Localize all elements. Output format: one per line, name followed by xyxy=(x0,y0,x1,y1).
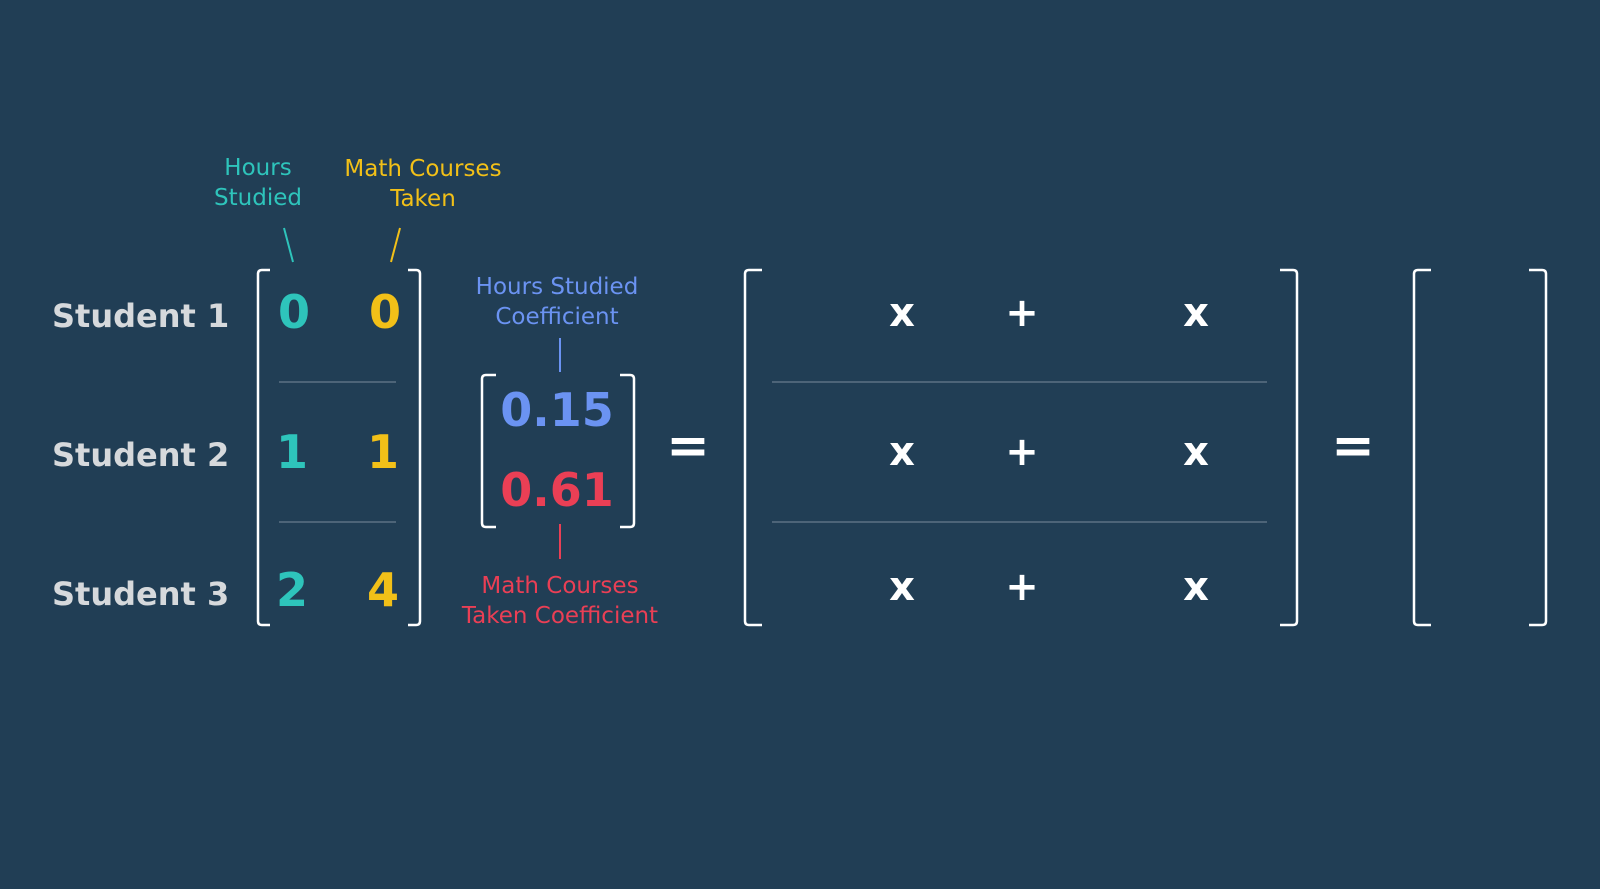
student-label: Student 2 xyxy=(52,436,230,474)
equals-sign: = xyxy=(1331,416,1375,476)
multiply-sign: x xyxy=(1183,290,1209,336)
math-header-line2: Taken xyxy=(390,186,456,212)
hours-studied-header: Hours Studied xyxy=(214,153,302,213)
expansion-right-bracket xyxy=(1280,268,1299,627)
plus-sign: + xyxy=(1005,429,1039,475)
result-left-bracket xyxy=(1412,268,1431,627)
plus-sign: + xyxy=(1005,564,1039,610)
multiply-sign: x xyxy=(889,564,915,610)
hours-value: 1 xyxy=(275,425,309,479)
hours-value: 2 xyxy=(275,563,309,617)
hours-coef-label-line2: Coefficient xyxy=(495,304,619,330)
math-coef-label-line2: Taken Coefficient xyxy=(461,603,659,629)
math-header-line1: Math Courses xyxy=(344,156,502,182)
hours-value: 0 xyxy=(277,285,311,339)
hours-pointer-line xyxy=(283,227,294,263)
result-right-bracket xyxy=(1529,268,1548,627)
equals-sign: = xyxy=(666,416,710,476)
hours-coef-label-line1: Hours Studied xyxy=(475,274,639,300)
math-pointer-line xyxy=(390,227,401,263)
hours-coefficient-value: 0.15 xyxy=(500,383,614,437)
math-courses-header: Math Courses Taken xyxy=(344,154,501,214)
expansion-left-bracket xyxy=(743,268,762,627)
multiply-sign: x xyxy=(1183,564,1209,610)
coef-vector-right-bracket xyxy=(620,373,636,529)
data-matrix-left-bracket xyxy=(256,268,270,627)
math-value: 1 xyxy=(366,425,400,479)
math-coefficient-value: 0.61 xyxy=(500,463,614,517)
data-matrix-right-bracket xyxy=(408,268,422,627)
plus-sign: + xyxy=(1005,290,1039,336)
math-coef-label-line1: Math Courses xyxy=(481,573,639,599)
coef-vector-left-bracket xyxy=(480,373,496,529)
student-label: Student 1 xyxy=(52,297,230,335)
multiply-sign: x xyxy=(1183,429,1209,475)
math-coefficient-label: Math Courses Taken Coefficient xyxy=(462,571,658,631)
hours-header-line2: Studied xyxy=(214,185,302,211)
multiply-sign: x xyxy=(889,429,915,475)
math-value: 0 xyxy=(368,285,402,339)
hours-coefficient-label: Hours Studied Coefficient xyxy=(476,272,639,332)
hours-header-line1: Hours xyxy=(224,155,292,181)
math-value: 4 xyxy=(366,563,400,617)
multiply-sign: x xyxy=(889,290,915,336)
student-label: Student 3 xyxy=(52,575,230,613)
